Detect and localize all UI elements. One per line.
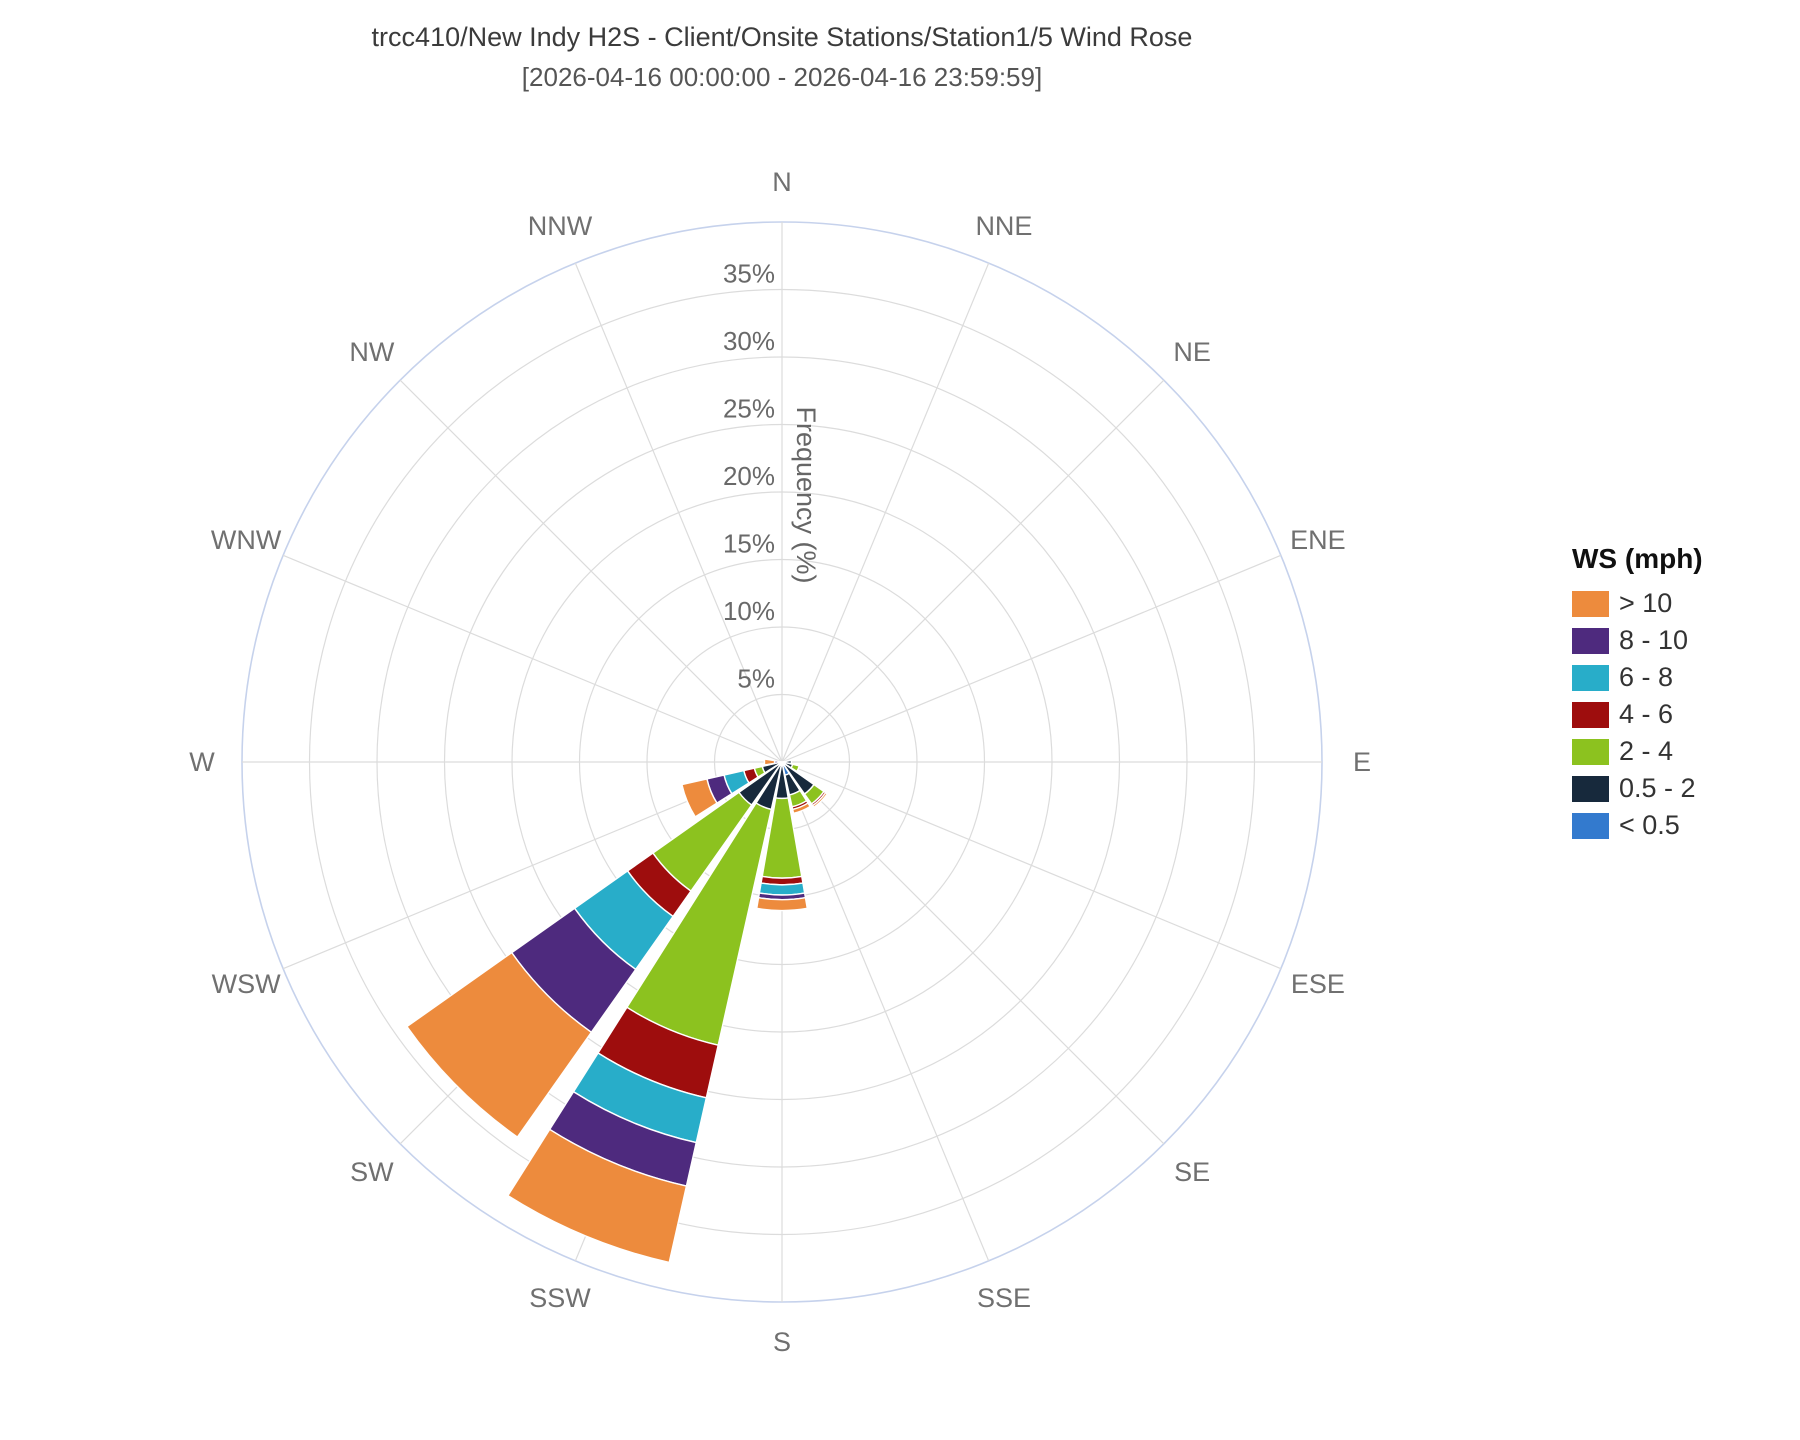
legend-item-8-10[interactable]: 8 - 10: [1572, 622, 1703, 659]
radial-tick-10: 10%: [723, 596, 775, 626]
grid-spoke-ENE: [781, 554, 1282, 763]
grid-spoke-WNW: [282, 554, 783, 763]
legend-item-2-4[interactable]: 2 - 4: [1572, 733, 1703, 770]
direction-label-SSE: SSE: [977, 1283, 1031, 1313]
radial-tick-5: 5%: [737, 664, 775, 694]
direction-label-S: S: [773, 1327, 791, 1357]
direction-label-SE: SE: [1174, 1157, 1210, 1187]
petal-WSW->10[interactable]: [681, 778, 718, 818]
petal-SSE->10[interactable]: [791, 802, 812, 815]
legend-item-6-8[interactable]: 6 - 8: [1572, 659, 1703, 696]
legend-item-4-6[interactable]: 4 - 6: [1572, 696, 1703, 733]
legend-swatch-icon: [1572, 738, 1609, 765]
legend-items: > 10 8 - 10 6 - 8 4 - 6 2 - 4 0.5 - 2 < 0.5: [1572, 585, 1703, 844]
radial-tick-35: 35%: [723, 259, 775, 289]
legend-item-<0.5[interactable]: < 0.5: [1572, 807, 1703, 844]
legend-item-label: 6 - 8: [1619, 662, 1674, 692]
direction-label-WSW: WSW: [212, 969, 281, 999]
direction-label-ESE: ESE: [1291, 969, 1345, 999]
legend-item->10[interactable]: > 10: [1572, 585, 1703, 622]
legend-item-label: 4 - 6: [1619, 699, 1674, 729]
legend-item-label: 0.5 - 2: [1619, 773, 1696, 803]
radial-tick-30: 30%: [723, 326, 775, 356]
petal-S-6-8[interactable]: [758, 882, 806, 896]
radial-tick-20: 20%: [723, 461, 775, 491]
direction-label-NNE: NNE: [975, 211, 1032, 241]
direction-label-NNW: NNW: [528, 211, 593, 241]
direction-label-SW: SW: [350, 1157, 394, 1187]
legend-swatch-icon: [1572, 812, 1609, 839]
grid-spoke-NE: [781, 379, 1165, 763]
radial-tick-15: 15%: [723, 529, 775, 559]
grid-spoke-SSE: [781, 761, 990, 1262]
legend-item-label: 8 - 10: [1619, 625, 1689, 655]
page-title: trcc410/New Indy H2S - Client/Onsite Sta…: [371, 22, 1193, 52]
legend-swatch-icon: [1572, 627, 1609, 654]
legend: WS (mph) > 10 8 - 10 6 - 8 4 - 6 2 - 4 0.5 - …: [1572, 543, 1703, 844]
direction-label-NE: NE: [1173, 337, 1211, 367]
legend-swatch-icon: [1572, 664, 1609, 691]
petal-W->10[interactable]: [763, 758, 776, 766]
legend-item-label: > 10: [1619, 588, 1673, 618]
legend-item-label: 2 - 4: [1619, 736, 1674, 766]
legend-swatch-icon: [1572, 701, 1609, 728]
direction-label-W: W: [189, 747, 215, 777]
grid-spoke-NNE: [781, 262, 990, 763]
direction-label-ENE: ENE: [1290, 525, 1346, 555]
petal-SSW->10[interactable]: [506, 1128, 688, 1264]
direction-label-NW: NW: [349, 337, 394, 367]
legend-item-0.5-2[interactable]: 0.5 - 2: [1572, 770, 1703, 807]
radial-tick-25: 25%: [723, 394, 775, 424]
legend-item-label: < 0.5: [1619, 810, 1680, 840]
direction-label-E: E: [1353, 747, 1371, 777]
direction-label-WNW: WNW: [211, 525, 282, 555]
legend-swatch-icon: [1572, 775, 1609, 802]
petal-S->10[interactable]: [755, 896, 809, 912]
direction-label-N: N: [772, 167, 792, 197]
grid-spoke-ESE: [781, 761, 1282, 970]
grid-spoke-NNW: [574, 262, 783, 763]
grid-spoke-SE: [781, 761, 1165, 1145]
legend-title: WS (mph): [1572, 543, 1703, 574]
petal-SW->10[interactable]: [405, 951, 593, 1139]
direction-label-SSW: SSW: [529, 1283, 591, 1313]
page-subtitle: [2026-04-16 00:00:00 - 2026-04-16 23:59:…: [521, 62, 1043, 92]
legend-swatch-icon: [1572, 590, 1609, 617]
radial-axis-title: Frequency (%): [791, 406, 821, 583]
petal-SE->10[interactable]: [811, 791, 829, 809]
grid-spoke-NW: [399, 379, 783, 763]
petal-ESE-2-4[interactable]: [790, 763, 800, 773]
